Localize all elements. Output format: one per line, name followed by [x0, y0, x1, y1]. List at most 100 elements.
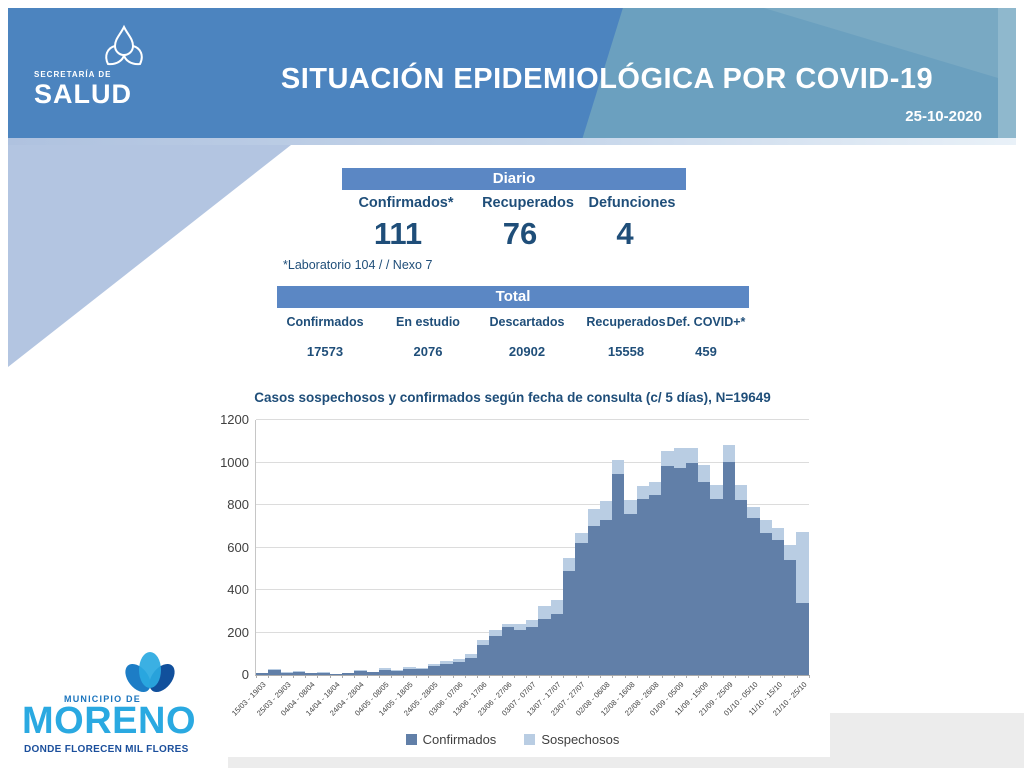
x-tick-mark	[661, 675, 663, 678]
gridline	[256, 546, 809, 548]
diario-footnote: *Laboratorio 104 / / Nexo 7	[283, 258, 433, 272]
stacked-bar	[378, 420, 392, 675]
sospechosos-segment	[526, 620, 539, 627]
confirmados-segment	[329, 673, 342, 675]
confirmados-swatch-icon	[405, 734, 417, 745]
stacked-bar	[784, 420, 797, 675]
sospechosos-segment	[649, 481, 662, 496]
stacked-bar	[268, 420, 281, 675]
sospechosos-segment	[366, 671, 379, 673]
confirmados-segment	[771, 540, 785, 675]
epi-curve-chart: Casos sospechosos y confirmados según fe…	[195, 384, 830, 757]
sospechosos-segment	[685, 447, 699, 463]
header-edge-strip	[998, 8, 1016, 138]
confirmados-segment	[501, 627, 514, 675]
x-tick-mark	[636, 675, 638, 678]
stacked-bar	[710, 420, 723, 675]
stacked-bar	[329, 420, 342, 675]
total-discarded-value: 20902	[508, 344, 546, 359]
sospechosos-segment	[575, 533, 588, 544]
confirmados-segment	[624, 513, 637, 675]
bar-series	[256, 420, 809, 675]
x-tick-mark	[305, 675, 307, 678]
stacked-bar	[747, 420, 760, 675]
x-tick-mark	[489, 675, 491, 678]
diario-col-label: Confirmados*	[358, 195, 454, 211]
confirmados-segment	[661, 465, 674, 675]
x-tick-mark	[268, 675, 270, 678]
sospechosos-segment	[673, 447, 686, 468]
gridline	[256, 419, 809, 420]
sospechosos-segment	[698, 465, 711, 482]
x-tick-mark	[600, 675, 602, 678]
moreno-name-text: MORENO	[22, 700, 196, 742]
moreno-tagline-text: DONDE FLORECEN MIL FLORES	[24, 744, 189, 755]
x-tick-mark	[587, 675, 589, 678]
x-tick-mark	[514, 675, 516, 678]
y-tick-label: 1200	[220, 412, 249, 427]
sospechosos-segment	[796, 531, 809, 604]
total-confirmed-value: 17573	[306, 344, 344, 359]
stacked-bar	[256, 420, 269, 675]
confirmados-segment	[280, 672, 293, 675]
x-tick-mark	[735, 675, 737, 678]
confirmados-segment	[427, 666, 441, 675]
diario-col-label: Recuperados	[482, 195, 574, 211]
stacked-bar	[698, 420, 711, 675]
confirmados-segment	[649, 495, 662, 675]
sospechosos-segment	[268, 669, 281, 671]
confirmados-segment	[403, 668, 416, 675]
stacked-bar	[403, 420, 416, 675]
x-tick-mark	[403, 675, 405, 678]
sospechosos-segment	[489, 630, 502, 636]
confirmados-segment	[268, 670, 281, 675]
confirmados-segment	[477, 645, 490, 675]
confirmados-segment	[563, 570, 576, 675]
x-tick-mark	[317, 675, 319, 678]
sospechosos-segment	[391, 670, 404, 672]
stacked-bar	[292, 420, 306, 675]
confirmados-segment	[452, 661, 465, 675]
x-tick-mark	[796, 675, 798, 678]
stacked-bar	[649, 420, 662, 675]
sospechosos-segment	[624, 499, 637, 514]
confirmados-segment	[685, 462, 699, 675]
x-tick-mark	[440, 675, 442, 678]
confirmados-segment	[636, 499, 649, 675]
confirmados-segment	[599, 519, 613, 675]
x-tick-mark	[477, 675, 479, 678]
x-tick-mark	[612, 675, 614, 678]
sospechosos-segment	[292, 670, 306, 672]
confirmados-segment	[526, 626, 539, 675]
stacked-bar	[599, 420, 613, 675]
salud-logo: SECRETARÍA DE SALUD	[34, 24, 164, 114]
sospechosos-segment	[734, 485, 748, 500]
total-deaths-value: 459	[695, 344, 717, 359]
stacked-bar	[489, 420, 502, 675]
sospechosos-segment	[317, 672, 330, 673]
stacked-bar	[440, 420, 453, 675]
moreno-muni-text: MUNICIPIO DE	[64, 694, 141, 704]
y-tick-label: 800	[227, 497, 249, 512]
diario-recovered-value: 76	[502, 216, 538, 251]
sospechosos-segment	[354, 669, 367, 671]
sospechosos-segment	[341, 672, 355, 674]
header-underline	[8, 138, 1016, 145]
confirmados-segment	[513, 629, 527, 675]
x-tick-mark	[563, 675, 565, 678]
gridline	[256, 589, 809, 590]
confirmados-segment	[391, 671, 404, 675]
total-col-label: Recuperados	[586, 315, 666, 329]
confirmados-segment	[538, 619, 551, 675]
sospechosos-segment	[759, 520, 772, 534]
x-tick-mark	[428, 675, 430, 678]
sospechosos-swatch-icon	[524, 734, 536, 745]
x-tick-mark	[292, 675, 294, 678]
x-tick-mark	[772, 675, 774, 678]
x-tick-mark	[673, 675, 675, 678]
report-date: 25-10-2020	[905, 108, 982, 125]
stacked-bar	[550, 420, 564, 675]
confirmados-segment	[722, 462, 735, 675]
confirmados-segment	[292, 671, 306, 675]
x-tick-mark	[354, 675, 356, 678]
